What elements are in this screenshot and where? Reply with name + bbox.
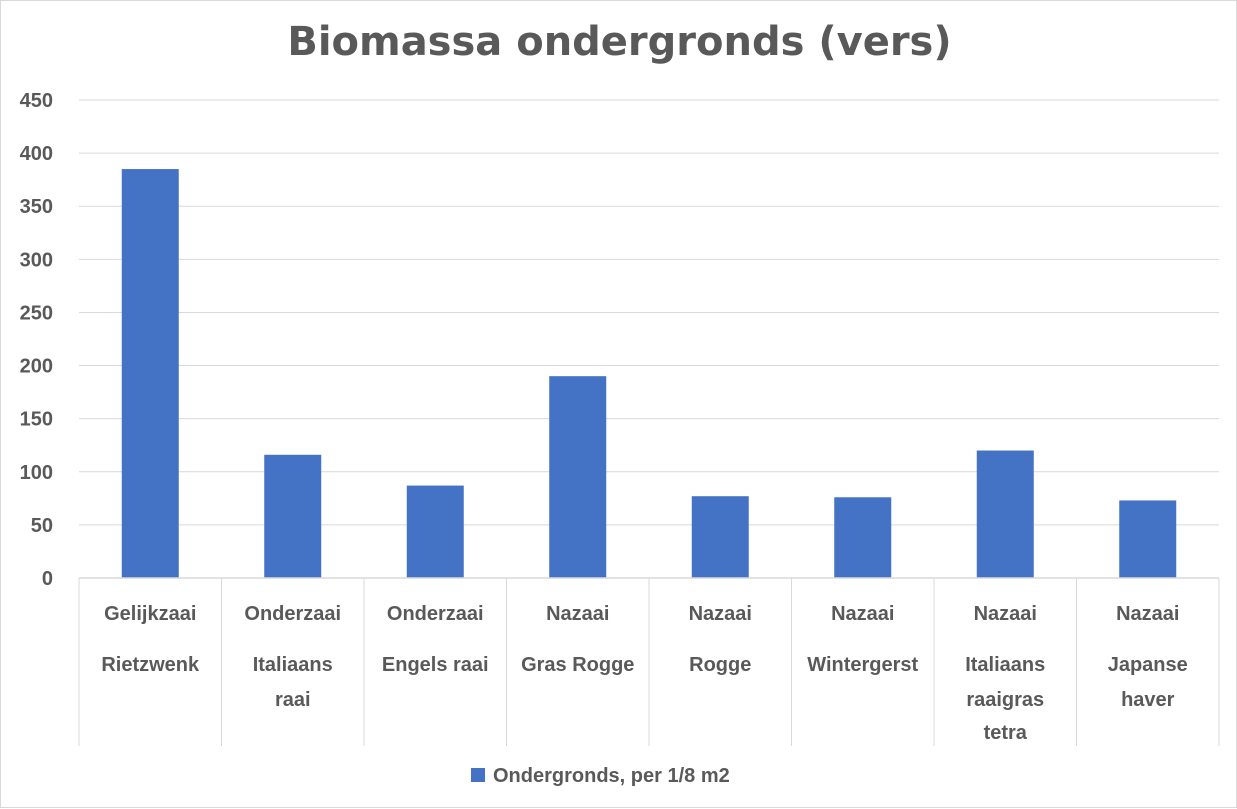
y-tick-label: 350 [20, 196, 53, 218]
bar [1119, 500, 1177, 578]
bar [264, 454, 322, 578]
bar [406, 485, 464, 578]
category-label: Nazaai Gras Rogge [521, 603, 634, 676]
y-tick-label: 250 [20, 302, 53, 324]
chart-title: Biomassa ondergronds (vers) [287, 19, 952, 65]
category-label: Gelijkzaai Rietzwenk [101, 603, 200, 676]
bars [121, 169, 1177, 579]
category-label: Nazaai Japanse haver [1108, 603, 1188, 711]
bar [691, 496, 749, 578]
category-label: Nazaai Italiaans raaigras tetra [965, 603, 1045, 744]
bar [121, 169, 179, 579]
bar [976, 450, 1034, 578]
y-axis-ticks: 0 50 100 150 200 250 300 350 400 450 [20, 90, 53, 590]
x-axis: Gelijkzaai Rietzwenk Onderzaai Italiaans raa… [78, 577, 1220, 746]
category-label: Onderzaai Engels raai [382, 603, 489, 676]
y-tick-label: 200 [20, 356, 53, 378]
y-tick-label: 0 [42, 568, 53, 590]
category-label: Nazaai Wintergerst [807, 603, 918, 676]
bar [834, 497, 892, 578]
y-tick-label: 150 [20, 409, 53, 431]
y-tick-label: 100 [20, 462, 53, 484]
legend-swatch [471, 768, 485, 782]
gridlines [79, 99, 1219, 526]
bar [549, 376, 607, 578]
y-tick-label: 300 [20, 249, 53, 271]
legend: Ondergronds, per 1/8 m2 [471, 765, 730, 787]
y-tick-label: 450 [20, 90, 53, 112]
legend-label: Ondergronds, per 1/8 m2 [493, 765, 730, 787]
y-tick-label: 400 [20, 143, 53, 165]
category-label: Onderzaai Italiaans raai [244, 603, 341, 711]
y-tick-label: 50 [31, 515, 53, 537]
category-label: Nazaai Rogge [689, 603, 752, 676]
